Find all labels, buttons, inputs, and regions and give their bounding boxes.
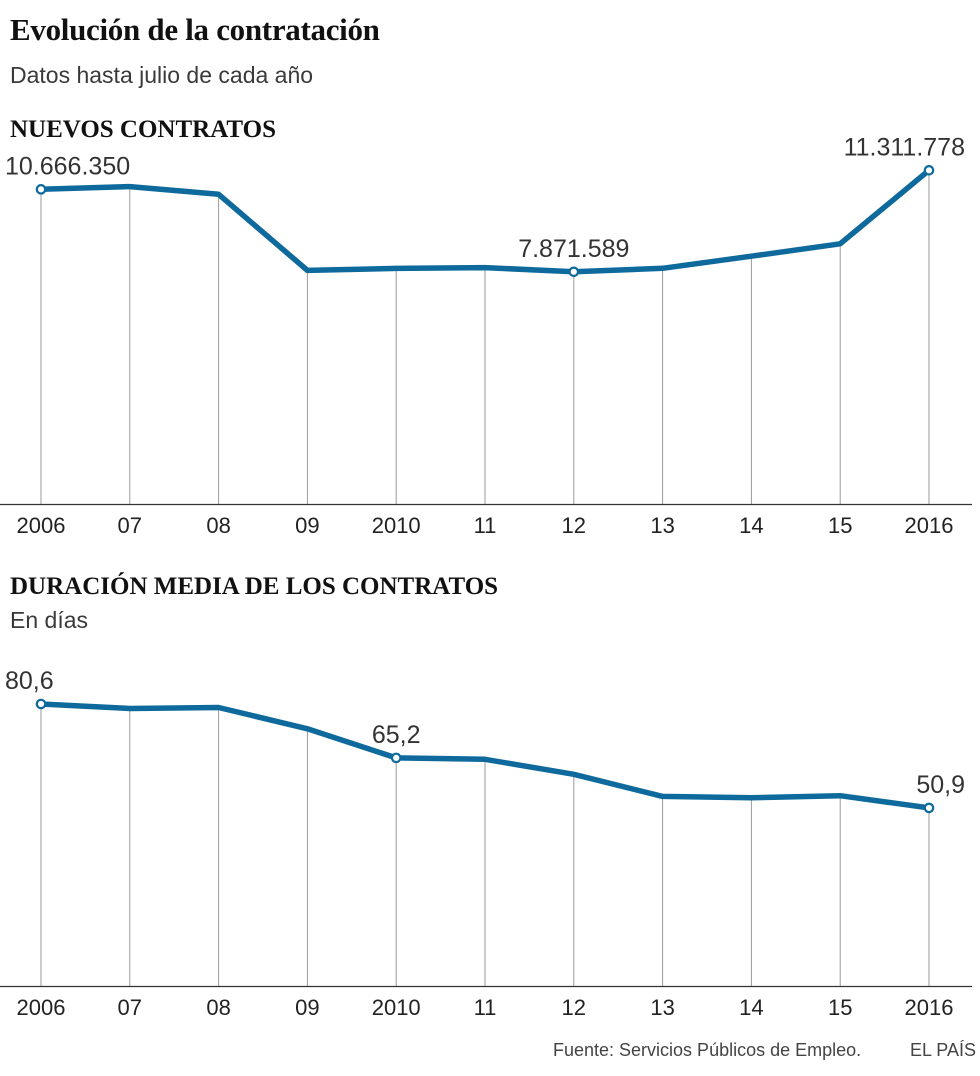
x-tick-label: 11: [474, 995, 497, 1020]
x-tick-label: 07: [118, 513, 142, 538]
x-tick-label: 07: [118, 995, 142, 1020]
x-tick-label: 12: [562, 513, 586, 538]
data-point-marker: [923, 802, 935, 814]
data-point-marker: [35, 184, 47, 195]
chart-2-title: DURACIÓN MEDIA DE LOS CONTRATOS: [10, 573, 499, 600]
series-line: [38, 701, 932, 811]
footer: Fuente: Servicios Públicos de Empleo. EL…: [0, 1040, 980, 1064]
x-tick-label: 2016: [905, 995, 954, 1020]
chart-1-title: NUEVOS CONTRATOS: [10, 116, 276, 143]
x-tick-label: 08: [206, 513, 230, 538]
x-tick-label: 2016: [905, 513, 954, 538]
data-label: 10.666.350: [5, 152, 130, 180]
series-line: [38, 167, 932, 275]
x-tick-label: 2010: [372, 995, 421, 1020]
x-tick-label: 13: [650, 995, 674, 1020]
source-note: Fuente: Servicios Públicos de Empleo.: [553, 1040, 862, 1060]
page-subtitle: Datos hasta julio de cada año: [10, 62, 314, 88]
x-tick-label: 12: [562, 995, 586, 1020]
data-point-marker: [35, 698, 47, 710]
x-tick-label: 2006: [17, 513, 66, 538]
x-tick-label: 09: [295, 995, 319, 1020]
x-tick-label: 2010: [372, 513, 421, 538]
x-tick-label: 09: [295, 513, 319, 538]
x-tick-label: 13: [650, 513, 674, 538]
data-label: 7.871.589: [518, 235, 629, 263]
data-point-marker: [923, 165, 935, 176]
brand-logo: EL PAÍS: [909, 1040, 976, 1060]
data-label: 80,6: [5, 667, 54, 695]
data-point-marker: [568, 266, 580, 278]
nuevos-contratos-chart: 2006 07 08 09 2010 11 12 13 14 15 2016 10.666.350 7.…: [0, 133, 972, 538]
data-label: 11.311.778: [844, 133, 965, 161]
x-tick-label: 11: [474, 513, 497, 538]
x-tick-label: 14: [739, 513, 763, 538]
x-tick-label: 2006: [17, 995, 66, 1020]
x-tick-label: 15: [828, 995, 852, 1020]
x-tick-label: 08: [206, 995, 230, 1020]
x-tick-label: 15: [828, 513, 852, 538]
data-label: 50,9: [916, 771, 965, 799]
page-title: Evolución de la contratación: [10, 12, 380, 47]
duracion-media-chart: 2006 07 08 09 2010 11 12 13 14 15 2016 80,6 65,2 50,9: [0, 667, 972, 1020]
x-tick-label: 14: [739, 995, 763, 1020]
data-label: 65,2: [372, 721, 421, 749]
chart-2-subtitle: En días: [10, 607, 88, 633]
data-point-marker: [390, 752, 402, 764]
